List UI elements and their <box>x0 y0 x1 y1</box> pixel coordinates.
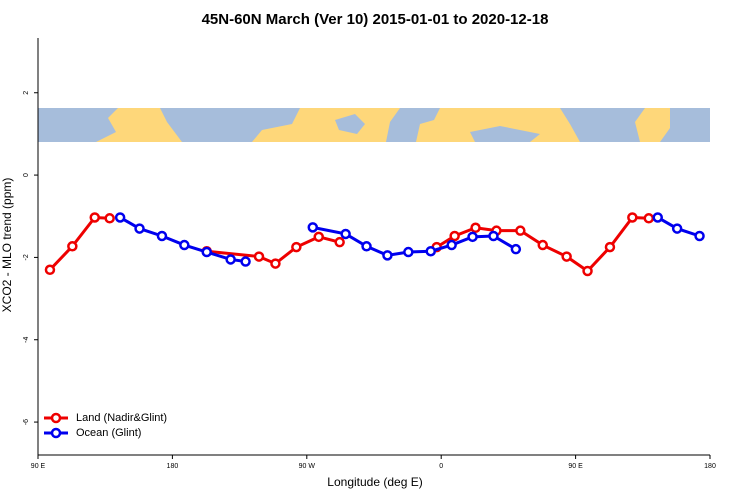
data-point <box>403 246 414 258</box>
data-point <box>156 230 168 242</box>
data-point <box>179 239 190 251</box>
data-point <box>334 236 345 248</box>
data-point <box>446 239 457 251</box>
data-point <box>488 230 499 242</box>
legend-label: Ocean (Glint) <box>76 427 141 439</box>
data-point <box>382 250 393 261</box>
data-point <box>694 230 705 242</box>
data-point <box>671 223 683 234</box>
chart-title: 45N-60N March (Ver 10) 2015-01-01 to 202… <box>202 11 549 28</box>
data-point <box>201 246 212 258</box>
x-axis-label: Longitude (deg E) <box>327 475 422 489</box>
data-point <box>561 251 572 262</box>
data-point <box>467 231 478 243</box>
data-point <box>449 230 460 242</box>
y-tick-label: -2 <box>23 254 30 260</box>
data-point <box>510 243 522 255</box>
legend-marker <box>50 412 62 424</box>
data-point <box>67 241 78 252</box>
data-point <box>425 245 436 257</box>
data-point <box>307 222 319 233</box>
data-point <box>643 213 655 224</box>
data-point <box>604 241 616 253</box>
data-point <box>537 239 548 251</box>
data-point <box>313 231 324 243</box>
x-tick-label: 90 W <box>299 463 316 470</box>
y-tick-label: -6 <box>23 419 30 425</box>
y-tick-label: 2 <box>23 91 30 95</box>
y-tick-label: 0 <box>23 173 30 177</box>
data-point <box>114 212 126 223</box>
x-tick-label: 90 E <box>568 463 583 470</box>
data-point <box>515 225 526 236</box>
data-point <box>270 258 281 269</box>
data-point <box>340 228 351 240</box>
x-tick-label: 0 <box>439 463 443 470</box>
data-point <box>470 222 481 234</box>
data-point <box>240 256 251 267</box>
data-point <box>89 212 100 223</box>
data-point <box>361 241 372 252</box>
data-point <box>652 212 663 223</box>
data-point <box>104 213 115 224</box>
data-point <box>44 264 56 276</box>
legend-marker <box>50 427 62 439</box>
world-map-strip <box>38 108 710 142</box>
x-tick-label: 180 <box>167 463 179 470</box>
y-tick-label: -4 <box>23 337 30 343</box>
data-point <box>291 241 302 253</box>
data-point <box>253 251 265 262</box>
y-axis-label: XCO2 - MLO trend (ppm) <box>0 178 14 313</box>
data-point <box>582 265 593 277</box>
x-tick-label: 180 <box>704 463 716 470</box>
legend-label: Land (Nadir&Glint) <box>76 412 167 424</box>
x-tick-label: 90 E <box>31 463 46 470</box>
data-point <box>134 223 145 234</box>
data-point <box>225 254 236 265</box>
data-point <box>627 212 638 223</box>
